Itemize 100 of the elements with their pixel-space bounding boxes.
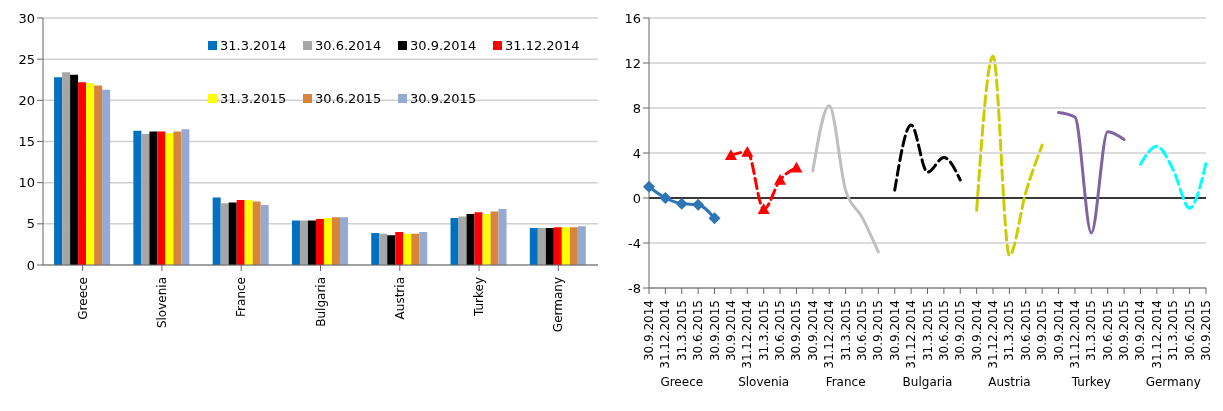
bar [474,212,483,265]
bar [236,199,245,265]
x-tick-label: 31.3.2015 [674,300,689,362]
x-tick-label: 30.9.2014 [887,300,902,362]
x-tick-label: 31.3.2015 [1166,300,1181,362]
x-tick-label: 31.12.2014 [822,300,837,369]
point [757,203,770,215]
point [708,212,721,225]
bar [537,227,546,265]
x-tick-label: 31.3.2015 [838,300,853,362]
bar [260,204,269,265]
x-tick-label: 30.6.2015 [773,300,788,362]
text: Austria [988,375,1031,389]
bar [133,130,142,265]
x-tick-label: 30.9.2014 [805,300,820,362]
bar [450,218,459,265]
text: France [825,375,866,389]
bar [291,220,300,265]
x-tick-label: 31.3.2015 [1084,300,1099,362]
y-tick-label: 25 [18,51,35,67]
bar [54,77,63,265]
bar [315,218,324,265]
bar [379,233,388,265]
bar [70,74,79,265]
x-tick-label: 30.6.2015 [936,300,951,362]
line-series [975,54,1044,257]
text: Greece [660,375,704,389]
line-series [1138,144,1208,210]
bar [165,133,174,265]
x-tick-label: 31.12.2014 [1149,300,1164,369]
bar [395,232,404,265]
y-tick-label: 8 [632,100,641,116]
bar [212,197,221,265]
line-series [811,104,880,254]
y-tick-label: 10 [18,175,35,191]
x-tick-label: 30.9.2014 [723,300,738,362]
bar [482,213,491,265]
x-tick-label: 31.3.2015 [756,300,771,362]
legend-label: 31.12.2014 [505,38,580,53]
y-tick-label: 15 [18,134,35,150]
text: Germany [1145,375,1201,389]
x-tick-label: 30.9.2015 [871,300,886,362]
x-tick-label: 31.12.2014 [658,300,673,369]
y-tick-label: 0 [632,190,641,206]
bar [157,131,166,265]
x-tick-label: 30.9.2014 [1051,300,1066,362]
x-tick-label: 30.6.2015 [854,300,869,362]
bar [323,218,332,265]
bar [173,131,182,265]
bar [181,129,190,265]
legend-label: 31.3.2015 [220,91,287,106]
x-tick-label: 30.6.2015 [691,300,706,362]
y-tick-label: 0 [26,257,35,273]
point [675,197,688,210]
bar [149,131,158,265]
x-tick-label: 30.9.2014 [969,300,984,362]
bar [78,82,87,265]
legend-label: 31.3.2014 [220,38,287,53]
x-tick-label: 31.12.2014 [904,300,919,369]
legend-label: 30.6.2014 [315,38,382,53]
bar [458,216,467,265]
x-tick-label: 30.6.2015 [1100,300,1115,362]
bar [62,72,71,265]
x-tick-label: 30.6.2015 [1182,300,1197,362]
point [659,192,672,204]
bar [339,217,348,265]
bar [529,227,538,265]
x-tick-label: Turkey [472,277,487,318]
point [692,198,705,211]
point [724,149,737,161]
x-tick-label: 30.9.2015 [1117,300,1132,362]
point [774,174,787,185]
bar [371,232,380,265]
text: Turkey [1070,375,1111,389]
x-tick-label: Austria [392,277,407,320]
x-tick-label: Greece [75,277,90,320]
x-tick-label: 30.9.2015 [789,300,804,362]
bar [498,209,507,265]
x-tick-label: 30.9.2015 [953,300,968,362]
bar [228,202,237,265]
bar [220,203,229,265]
x-tick-label: 31.12.2014 [740,300,755,369]
bar [419,232,428,265]
x-tick-label: Bulgaria [313,277,328,327]
bar [299,220,308,265]
bar [94,85,103,265]
x-tick-label: 30.9.2014 [642,300,656,362]
bar [331,217,340,265]
y-tick-label: 12 [624,55,641,71]
bar [466,213,475,265]
legend-label: 30.9.2014 [410,38,477,53]
line-series [893,123,962,192]
point [790,161,803,173]
x-tick-label: 31.3.2015 [1002,300,1017,362]
line-series [1057,111,1126,235]
bar [387,235,396,265]
bar [411,233,420,265]
text: Bulgaria [902,375,953,389]
bar [252,201,261,265]
legend-label: 30.6.2015 [315,91,382,106]
